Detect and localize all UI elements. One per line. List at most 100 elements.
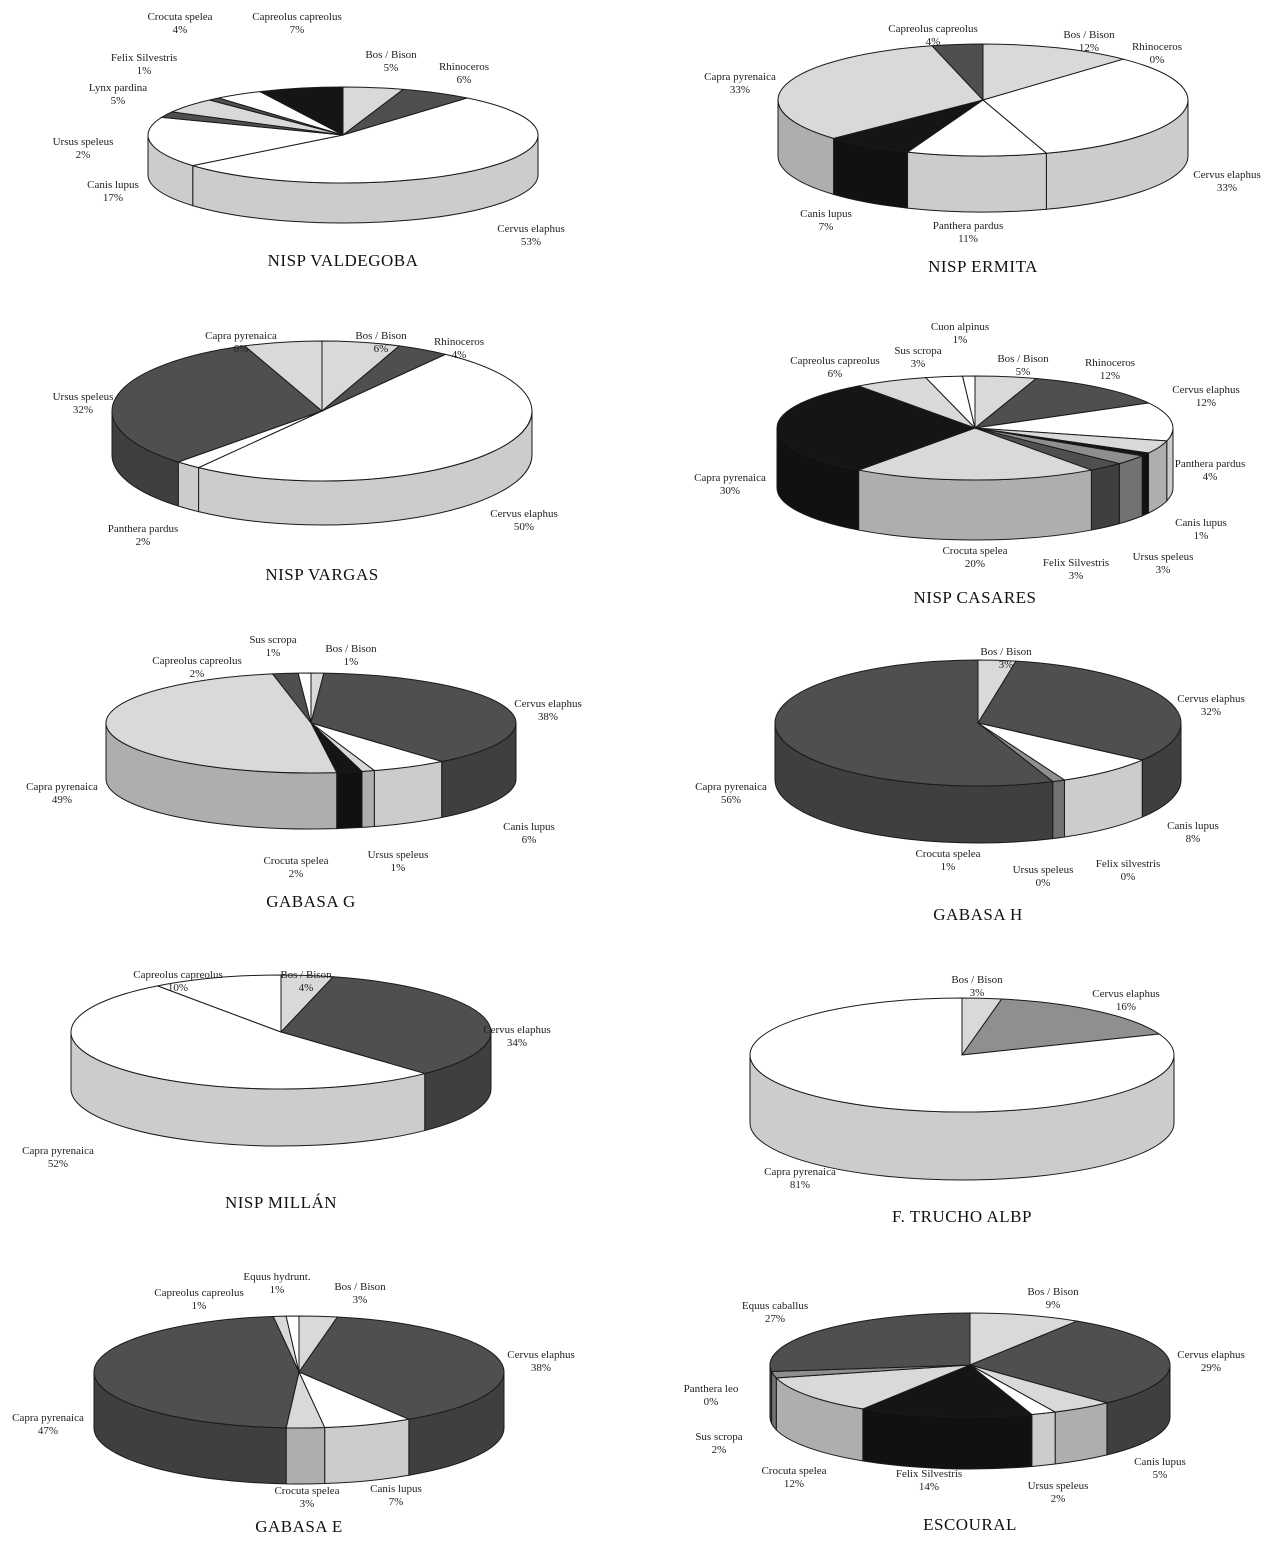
- slice-label-panthera-pardus: Panthera pardus 4%: [1175, 458, 1246, 483]
- slice-label-name: Felix Silvestris: [1043, 557, 1109, 569]
- pie-sides: [777, 99, 1189, 213]
- slice-label-percent: 0%: [1150, 54, 1165, 66]
- slice-label-bos-bison: Bos / Bison 1%: [325, 643, 377, 668]
- slice-label-name: Capra pyrenaica: [695, 781, 767, 793]
- slice-label-percent: 5%: [1016, 366, 1031, 378]
- pie-slice-capra-pyrenaica: [776, 385, 977, 471]
- slice-label-name: Cervus elaphus: [1092, 988, 1160, 1000]
- slice-label-name: Cervus elaphus: [1177, 693, 1245, 705]
- slice-label-name: Bos / Bison: [1027, 1286, 1079, 1298]
- slice-label-capreolus-capreolus: Capreolus capreolus 1%: [154, 1287, 244, 1312]
- slice-label-percent: 3%: [353, 1294, 368, 1306]
- slice-label-ursus-speleus: Ursus speleus 32%: [53, 391, 114, 416]
- slice-label-cervus-elaphus: Cervus elaphus 12%: [1172, 384, 1240, 409]
- slice-label-crocuta-spelea: Crocuta spelea 12%: [761, 1465, 826, 1490]
- slice-label-name: Crocuta spelea: [915, 848, 980, 860]
- slice-label-rhinoceros: Rhinoceros 12%: [1085, 357, 1135, 382]
- pie-side-canis-lupus: [1141, 452, 1150, 517]
- slice-label-name: Cervus elaphus: [1177, 1349, 1245, 1361]
- slice-label-capreolus-capreolus: Capreolus capreolus 6%: [790, 355, 880, 380]
- pie-side-panthera-pardus: [177, 461, 200, 513]
- slice-label-name: Capra pyrenaica: [704, 71, 776, 83]
- pie-slice-capra-pyrenaica: [774, 659, 1054, 787]
- pie-labels: Bos / Bison 4% Cervus elaphus 34% Capra pyre…: [22, 969, 551, 1170]
- slice-label-name: Ursus speleus: [1133, 551, 1194, 563]
- chart-title: NISP ERMITA: [928, 257, 1038, 276]
- slice-label-percent: 4%: [173, 24, 188, 36]
- slice-label-percent: 4%: [299, 982, 314, 994]
- slice-label-percent: 6%: [374, 343, 389, 355]
- slice-label-name: Capreolus capreolus: [154, 1287, 244, 1299]
- slice-label-name: Ursus speleus: [1028, 1480, 1089, 1492]
- pie-side-felix-silvestris: [1090, 462, 1120, 531]
- slice-label-name: Panthera pardus: [108, 523, 179, 535]
- slice-label-percent: 11%: [958, 233, 978, 245]
- slice-label-bos-bison: Bos / Bison 9%: [1027, 1286, 1079, 1311]
- slice-label-percent: 8%: [1186, 833, 1201, 845]
- slice-label-canis-lupus: Canis lupus 6%: [503, 821, 555, 846]
- chart-title: F. TRUCHO ALBP: [892, 1207, 1032, 1226]
- pie-slice-sus-scropa: [297, 672, 312, 724]
- slice-label-percent: 20%: [965, 558, 985, 570]
- slice-label-percent: 5%: [384, 62, 399, 74]
- slice-label-name: Capra pyrenaica: [12, 1412, 84, 1424]
- slice-label-name: Canis lupus: [503, 821, 555, 833]
- slice-label-cervus-elaphus: Cervus elaphus 38%: [507, 1349, 575, 1374]
- slice-label-bos-bison: Bos / Bison 6%: [355, 330, 407, 355]
- slice-label-percent: 1%: [953, 334, 968, 346]
- slice-label-name: Rhinoceros: [1132, 41, 1182, 53]
- slice-label-name: Bos / Bison: [1063, 29, 1115, 41]
- chart-title: NISP VARGAS: [265, 565, 378, 584]
- slice-label-percent: 1%: [137, 65, 152, 77]
- slice-label-sus-scropa: Sus scropa 1%: [249, 634, 296, 659]
- pie-slice-crocuta-spelea: [856, 427, 1094, 481]
- slice-label-equus-hydrunt: Equus hydrunt. 1%: [243, 1271, 310, 1296]
- slice-label-name: Canis lupus: [800, 208, 852, 220]
- pie-chart-nisp-vargas: Bos / Bison 6%Rhinoceros 4%Cervus elaphus 5…: [53, 330, 558, 584]
- slice-label-crocuta-spelea: Crocuta spelea 20%: [942, 545, 1007, 570]
- slice-label-percent: 2%: [136, 536, 151, 548]
- slice-label-percent: 5%: [1153, 1469, 1168, 1481]
- slice-label-capra-pyrenaica: Capra pyrenaica 47%: [12, 1412, 84, 1437]
- pie-top: [147, 86, 539, 184]
- pie-side-crocuta-spelea: [1052, 779, 1065, 840]
- pie-side-felix-silvestris: [862, 1408, 1033, 1470]
- slice-label-percent: 2%: [712, 1444, 727, 1456]
- pie-slice-cervus-elaphus: [977, 660, 1182, 761]
- slice-label-percent: 3%: [970, 987, 985, 999]
- slice-label-percent: 3%: [300, 1498, 315, 1510]
- slice-label-capra-pyrenaica: Capra pyrenaica 52%: [22, 1145, 94, 1170]
- slice-label-percent: 32%: [73, 404, 93, 416]
- slice-label-percent: 0%: [1121, 871, 1136, 883]
- slice-label-percent: 12%: [1079, 42, 1099, 54]
- pie-chart-escoural: Bos / Bison 9% Cervus elaphus 29% Canis lupu…: [684, 1286, 1245, 1534]
- slice-label-name: Sus scropa: [894, 345, 941, 357]
- slice-label-felix-silvestris: Felix Silvestris 1%: [111, 52, 177, 77]
- slice-label-percent: 4%: [452, 349, 467, 361]
- slice-label-name: Capra pyrenaica: [26, 781, 98, 793]
- pie-labels: Bos / Bison 3% Cervus elaphus 16% Capra pyre…: [764, 974, 1160, 1191]
- pie-chart-f-trucho-albp: Bos / Bison 3% Cervus elaphus 16% Capra pyre…: [749, 974, 1175, 1226]
- slice-label-name: Ursus speleus: [368, 849, 429, 861]
- slice-label-canis-lupus: Canis lupus 1%: [1175, 517, 1227, 542]
- pie-sides: [70, 1031, 492, 1147]
- slice-label-percent: 81%: [790, 1179, 810, 1191]
- pie-chart-gabasa-h: Bos / Bison 3% Cervus elaphus 32% Felix silv…: [695, 646, 1245, 924]
- pie-slice-capreolus-capreolus: [155, 974, 282, 1033]
- slice-label-percent: 53%: [521, 236, 541, 248]
- slice-label-percent: 3%: [1069, 570, 1084, 582]
- slice-label-percent: 50%: [514, 521, 534, 533]
- slice-label-name: Rhinoceros: [434, 336, 484, 348]
- slice-label-name: Felix silvestris: [1096, 858, 1160, 870]
- pie-sides: [769, 1364, 1171, 1470]
- slice-label-name: Cervus elaphus: [507, 1349, 575, 1361]
- slice-label-percent: 7%: [389, 1496, 404, 1508]
- slice-label-percent: 29%: [1201, 1362, 1221, 1374]
- chart-title: GABASA G: [266, 892, 356, 911]
- slice-label-name: Sus scropa: [695, 1431, 742, 1443]
- slice-label-capra-pyrenaica: Capra pyrenaica 49%: [26, 781, 98, 806]
- slice-label-capreolus-capreolus: Capreolus capreolus 4%: [888, 23, 978, 48]
- pie-slice-canis-lupus: [977, 722, 1144, 781]
- slice-label-percent: 1%: [941, 861, 956, 873]
